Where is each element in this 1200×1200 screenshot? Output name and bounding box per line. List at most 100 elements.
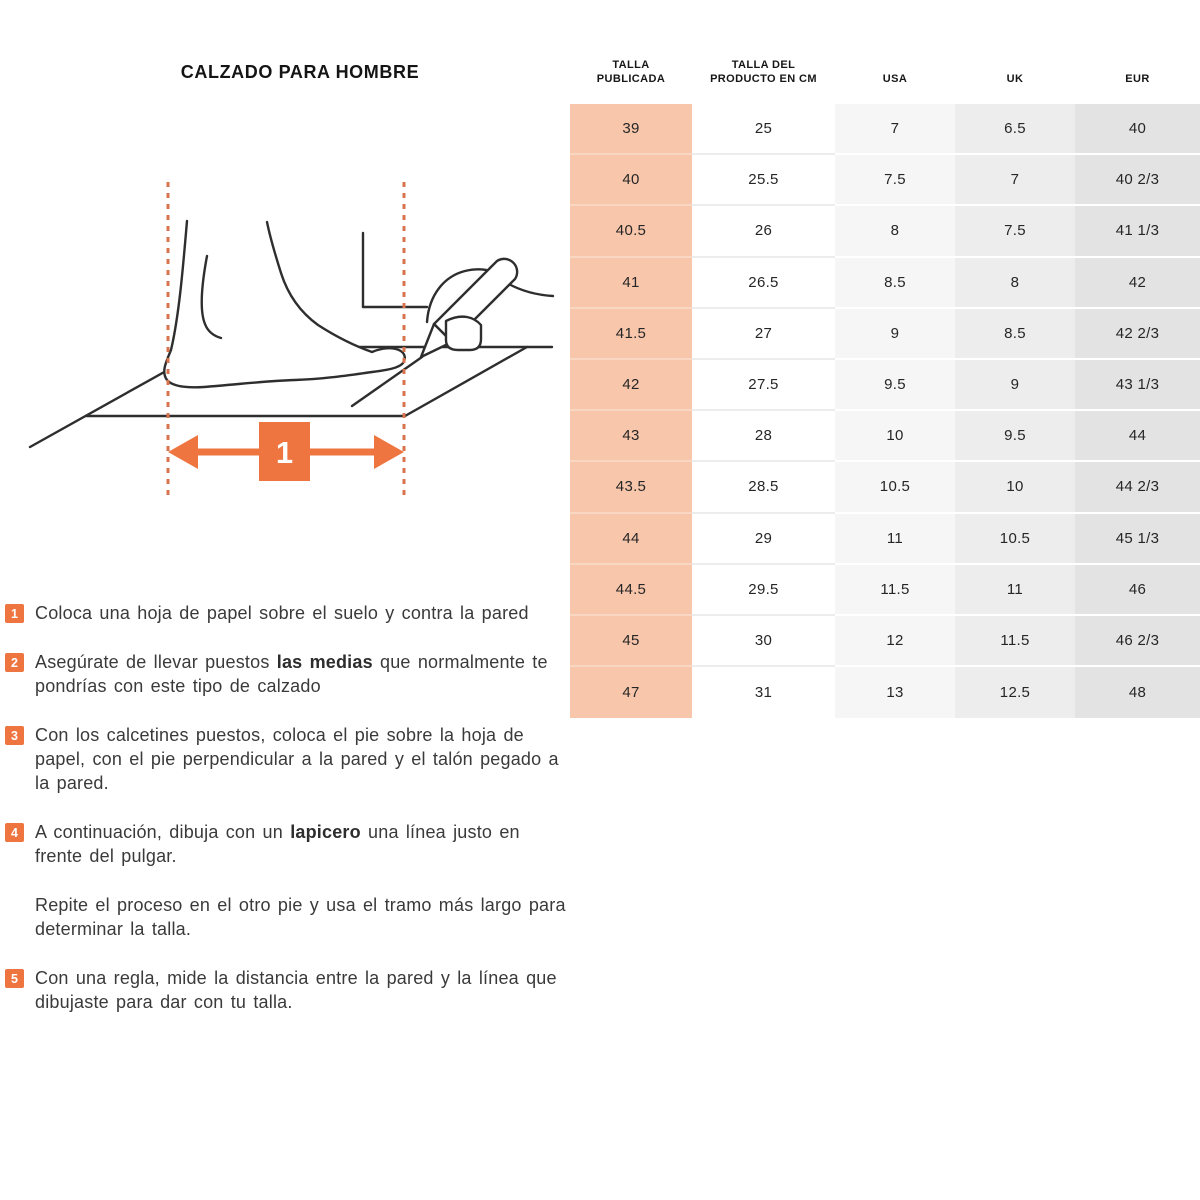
table-cell: 44.5: [570, 564, 692, 616]
table-cell: 40: [570, 155, 692, 207]
table-row: 44 29 11 10.5 45 1/3: [570, 513, 1200, 565]
table-cell: 43.5: [570, 462, 692, 514]
column-header-usa: USA: [882, 73, 908, 85]
table-cell: 48: [1075, 667, 1200, 719]
table-cell: 27.5: [692, 359, 835, 412]
foot-measuring-illustration: 1: [28, 182, 555, 498]
table-cell: 39: [570, 104, 692, 156]
table-cell: 6.5: [955, 104, 1075, 156]
table-cell: 7.5: [955, 206, 1075, 258]
table-row: 42 27.5 9.5 9 43 1/3: [570, 359, 1200, 412]
measurement-arrow: 1: [168, 422, 404, 481]
hand-with-pencil: [419, 257, 555, 359]
table-cell: 41.5: [570, 308, 692, 360]
size-table: TALLA PUBLICADA TALLA DEL PRODUCTO EN CM…: [570, 30, 1200, 719]
table-cell: 40: [1075, 104, 1200, 156]
table-cell: 44: [570, 513, 692, 565]
table-cell: 40 2/3: [1075, 155, 1200, 207]
size-table-body: 39 25 7 6.5 40 40 25.5 7.5 7 40 2/3 40.5 26 8 7.5 41 1…: [570, 104, 1200, 719]
table-cell: 11.5: [955, 615, 1075, 668]
wall-mark: [361, 231, 429, 309]
table-cell: 9: [835, 308, 955, 360]
table-cell: 41: [570, 257, 692, 309]
table-cell: 47: [570, 667, 692, 719]
table-cell: 42: [570, 359, 692, 412]
instruction-text: Repite el proceso en el otro pie y usa e…: [35, 895, 566, 939]
table-cell: 11: [835, 513, 955, 565]
table-cell: 29: [692, 513, 835, 565]
table-cell: 40.5: [570, 206, 692, 258]
instruction-item: 5 Con una regla, mide la distancia entre …: [5, 966, 567, 1014]
table-cell: 44: [1075, 411, 1200, 463]
table-cell: 7.5: [835, 155, 955, 207]
instruction-item: Repite el proceso en el otro pie y usa e…: [5, 893, 567, 941]
table-cell: 9: [955, 359, 1075, 412]
table-row: 45 30 12 11.5 46 2/3: [570, 615, 1200, 668]
foot-outline: [163, 219, 406, 389]
table-row: 41 26.5 8.5 8 42: [570, 257, 1200, 309]
step-one-label: 1: [276, 435, 293, 470]
table-cell: 10.5: [835, 462, 955, 514]
table-row: 47 31 13 12.5 48: [570, 667, 1200, 719]
table-cell: 46 2/3: [1075, 615, 1200, 668]
table-cell: 8: [835, 206, 955, 258]
table-cell: 43 1/3: [1075, 359, 1200, 412]
table-cell: 7: [835, 104, 955, 156]
table-cell: 8.5: [835, 257, 955, 309]
page-title: CALZADO PARA HOMBRE: [180, 62, 420, 83]
column-header-talla-producto-cm: TALLA DEL PRODUCTO EN CM: [710, 59, 817, 85]
table-cell: 9.5: [835, 359, 955, 412]
table-row: 41.5 27 9 8.5 42 2/3: [570, 308, 1200, 360]
table-cell: 43: [570, 411, 692, 463]
table-cell: 26.5: [692, 257, 835, 309]
table-cell: 44 2/3: [1075, 462, 1200, 514]
dashed-guide-lines: [166, 182, 406, 498]
step-number-badge: 4: [5, 823, 24, 842]
instruction-text: Con una regla, mide la distancia entre l…: [35, 968, 557, 1012]
table-cell: 12.5: [955, 667, 1075, 719]
table-cell: 45 1/3: [1075, 513, 1200, 565]
table-row: 43 28 10 9.5 44: [570, 411, 1200, 463]
table-cell: 8.5: [955, 308, 1075, 360]
instruction-item: 1 Coloca una hoja de papel sobre el suelo…: [5, 601, 567, 625]
table-cell: 28.5: [692, 462, 835, 514]
table-cell: 7: [955, 155, 1075, 207]
table-cell: 12: [835, 615, 955, 668]
instruction-item: 2 Asegúrate de llevar puestos las medias …: [5, 650, 567, 698]
step-number-badge: 2: [5, 653, 24, 672]
column-header-uk: UK: [1006, 73, 1024, 85]
table-cell: 10: [835, 411, 955, 463]
step-one-box: [259, 422, 310, 481]
table-row: 44.5 29.5 11.5 11 46: [570, 564, 1200, 616]
column-header-talla-publicada: TALLA PUBLICADA: [596, 59, 666, 85]
column-header-eur: EUR: [1125, 73, 1150, 85]
instruction-text: Asegúrate de llevar puestos las medias q…: [35, 652, 548, 696]
table-row: 43.5 28.5 10.5 10 44 2/3: [570, 462, 1200, 514]
step-number-badge: 3: [5, 726, 24, 745]
table-cell: 9.5: [955, 411, 1075, 463]
table-row: 39 25 7 6.5 40: [570, 104, 1200, 156]
instruction-text: A continuación, dibuja con un lapicero u…: [35, 822, 520, 866]
table-cell: 46: [1075, 564, 1200, 616]
table-cell: 26: [692, 206, 835, 258]
table-cell: 11: [955, 564, 1075, 616]
table-cell: 42 2/3: [1075, 308, 1200, 360]
step-number-badge: 5: [5, 969, 24, 988]
instruction-item: 3 Con los calcetines puestos, coloca el p…: [5, 723, 567, 795]
instruction-text: Con los calcetines puestos, coloca el pi…: [35, 725, 559, 793]
table-cell: 31: [692, 667, 835, 719]
table-row: 40 25.5 7.5 7 40 2/3: [570, 155, 1200, 207]
instructions-list: 1 Coloca una hoja de papel sobre el suelo…: [5, 601, 567, 1039]
instruction-text: Coloca una hoja de papel sobre el suelo …: [35, 603, 529, 623]
table-cell: 25: [692, 104, 835, 156]
table-cell: 11.5: [835, 564, 955, 616]
table-cell: 29.5: [692, 564, 835, 616]
table-cell: 13: [835, 667, 955, 719]
table-cell: 30: [692, 615, 835, 668]
table-cell: 10.5: [955, 513, 1075, 565]
table-cell: 41 1/3: [1075, 206, 1200, 258]
table-cell: 42: [1075, 257, 1200, 309]
size-table-header: TALLA PUBLICADA TALLA DEL PRODUCTO EN CM…: [570, 30, 1200, 104]
table-cell: 45: [570, 615, 692, 668]
drawn-toe-line: [350, 355, 424, 408]
